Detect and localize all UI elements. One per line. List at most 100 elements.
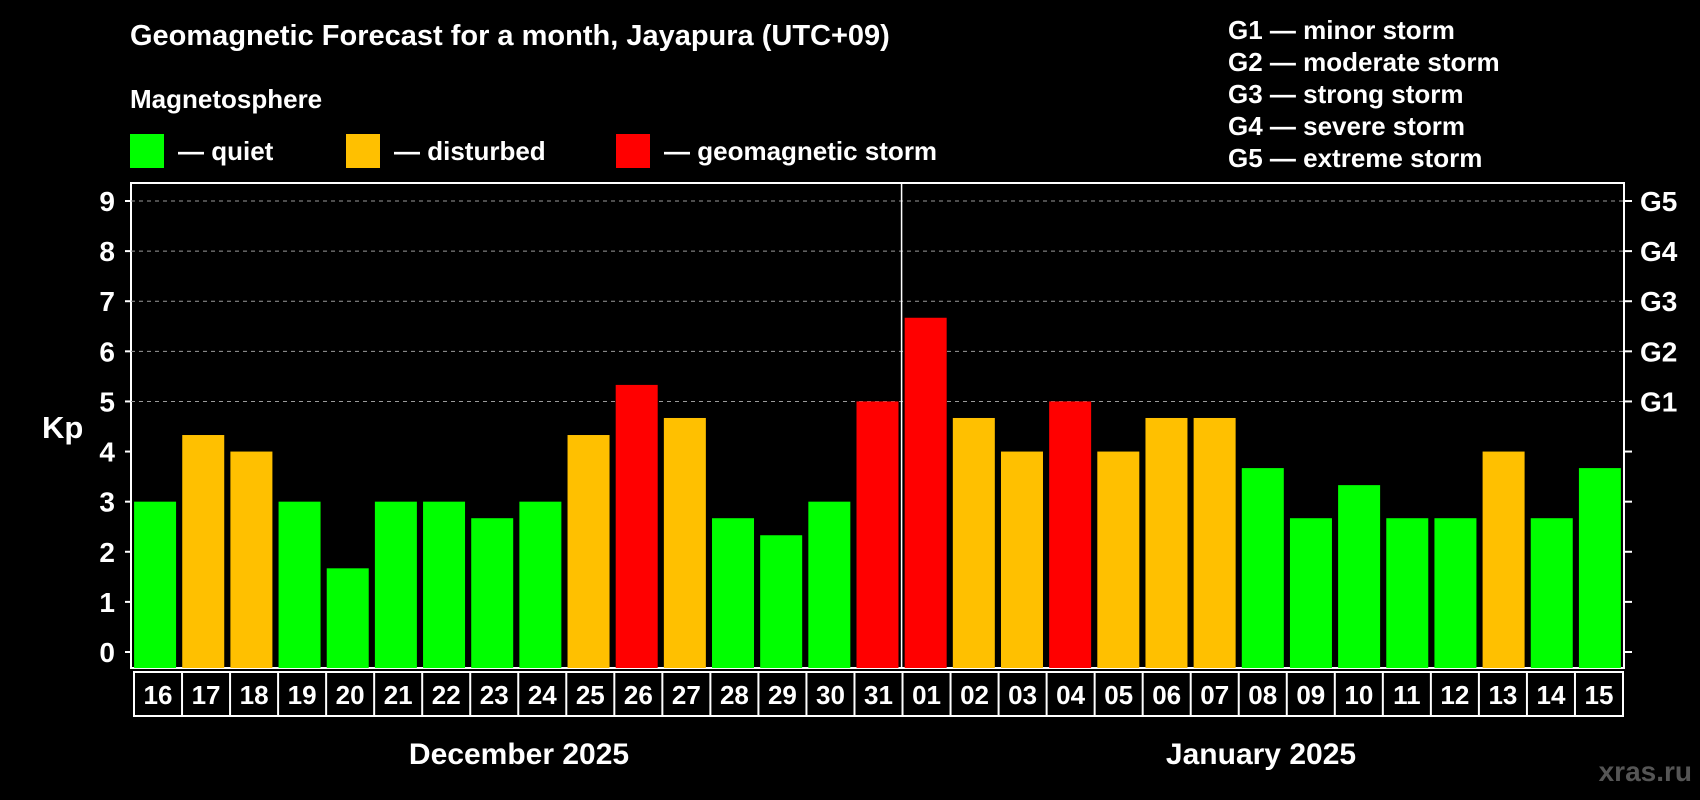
x-tick-label: 31 <box>864 680 893 710</box>
g-scale-item: G4 — severe storm <box>1228 111 1466 141</box>
x-tick-label: 17 <box>192 680 221 710</box>
x-tick-label: 25 <box>576 680 605 710</box>
g-scale-item: G2 — moderate storm <box>1228 47 1500 77</box>
kp-bar <box>374 501 417 668</box>
y-tick-label: 1 <box>99 587 115 618</box>
kp-bar <box>1289 518 1332 668</box>
legend-disturbed: — disturbed <box>346 134 546 168</box>
x-tick-label: 05 <box>1104 680 1133 710</box>
y-tick-label: 4 <box>99 437 115 468</box>
y-tick-label: 0 <box>99 637 115 668</box>
legend-swatch-storm <box>616 134 650 168</box>
x-tick-label: 12 <box>1440 680 1469 710</box>
legend-label-disturbed: — disturbed <box>394 135 546 166</box>
kp-bar <box>423 501 466 668</box>
kp-bar <box>134 501 177 668</box>
x-tick-label: 16 <box>144 680 173 710</box>
x-tick-label: 27 <box>672 680 701 710</box>
x-tick-label: 09 <box>1296 680 1325 710</box>
y-axis-label: Kp <box>42 410 83 445</box>
legend-label-storm: — geomagnetic storm <box>664 135 938 166</box>
month-label-january: January 2025 <box>1166 738 1356 771</box>
g-tick-label: G3 <box>1640 286 1677 317</box>
y-tick-label: 8 <box>99 236 115 267</box>
x-tick-label: 28 <box>720 680 749 710</box>
g-scale-item: G1 — minor storm <box>1228 15 1455 45</box>
x-tick-label: 02 <box>960 680 989 710</box>
x-tick-label: 04 <box>1056 680 1085 710</box>
month-label-december: December 2025 <box>409 738 629 771</box>
x-tick-label: 23 <box>480 680 509 710</box>
g-tick-label: G1 <box>1640 386 1677 417</box>
x-tick-label: 24 <box>528 680 557 710</box>
x-tick-label: 15 <box>1585 680 1614 710</box>
legend-label-quiet: — quiet <box>178 135 274 166</box>
kp-bar <box>1386 518 1429 668</box>
g-scale-item: G3 — strong storm <box>1228 79 1464 109</box>
g-scale-legend: G1 — minor storm G2 — moderate storm G3 … <box>1228 14 1500 174</box>
x-tick-label: 30 <box>816 680 845 710</box>
kp-bar <box>1530 518 1573 668</box>
x-tick-label: 21 <box>384 680 413 710</box>
kp-bar <box>1578 468 1621 668</box>
kp-bar <box>1338 485 1381 668</box>
y-tick-label: 2 <box>99 537 115 568</box>
g-tick-label: G4 <box>1640 236 1678 267</box>
kp-bar <box>808 501 851 668</box>
date-row-frame <box>133 671 1624 717</box>
kp-bar <box>904 317 947 668</box>
x-tick-label: 18 <box>240 680 269 710</box>
kp-bar <box>278 501 321 668</box>
kp-bar <box>1145 417 1188 668</box>
kp-bar <box>712 518 755 668</box>
x-tick-label: 01 <box>912 680 941 710</box>
x-tick-label: 22 <box>432 680 461 710</box>
kp-bar <box>760 535 803 668</box>
kp-bar <box>1434 518 1477 668</box>
kp-bar <box>1241 468 1284 668</box>
kp-bar <box>182 435 225 668</box>
x-tick-label: 20 <box>336 680 365 710</box>
y-tick-label: 5 <box>99 386 115 417</box>
watermark: xras.ru <box>1598 756 1692 787</box>
x-tick-label: 29 <box>768 680 797 710</box>
x-tick-label: 07 <box>1200 680 1229 710</box>
y-tick-label: 7 <box>99 286 115 317</box>
y-tick-label: 3 <box>99 487 115 518</box>
kp-bar <box>1482 451 1525 668</box>
kp-bar <box>1193 417 1236 668</box>
x-tick-label: 26 <box>624 680 653 710</box>
g-tick-label: G5 <box>1640 186 1677 217</box>
x-tick-label: 14 <box>1536 680 1565 710</box>
kp-bar <box>615 384 658 668</box>
legend-swatch-quiet <box>130 134 164 168</box>
g-tick-label: G2 <box>1640 336 1677 367</box>
kp-bar <box>856 401 899 668</box>
kp-bar <box>952 417 995 668</box>
kp-bar <box>663 417 706 668</box>
x-tick-label: 06 <box>1152 680 1181 710</box>
x-tick-label: 13 <box>1488 680 1517 710</box>
x-tick-label: 19 <box>288 680 317 710</box>
g-scale-item: G5 — extreme storm <box>1228 143 1483 173</box>
section-label: Magnetosphere <box>130 84 323 114</box>
kp-bar <box>519 501 562 668</box>
chart-title: Geomagnetic Forecast for a month, Jayapu… <box>130 20 890 52</box>
legend-storm: — geomagnetic storm <box>616 134 937 168</box>
kp-bar <box>471 518 514 668</box>
x-tick-label: 03 <box>1008 680 1037 710</box>
x-tick-label: 08 <box>1248 680 1277 710</box>
kp-bar <box>1049 401 1092 668</box>
kp-bar <box>1097 451 1140 668</box>
x-tick-label: 10 <box>1344 680 1373 710</box>
legend-swatch-disturbed <box>346 134 380 168</box>
legend-quiet: — quiet <box>130 134 273 168</box>
x-tick-label: 11 <box>1393 680 1421 710</box>
kp-bar <box>326 568 369 668</box>
y-tick-label: 6 <box>99 336 115 367</box>
kp-bar <box>230 451 273 668</box>
y-tick-label: 9 <box>99 186 115 217</box>
kp-bar <box>567 435 610 668</box>
kp-bar <box>1000 451 1043 668</box>
